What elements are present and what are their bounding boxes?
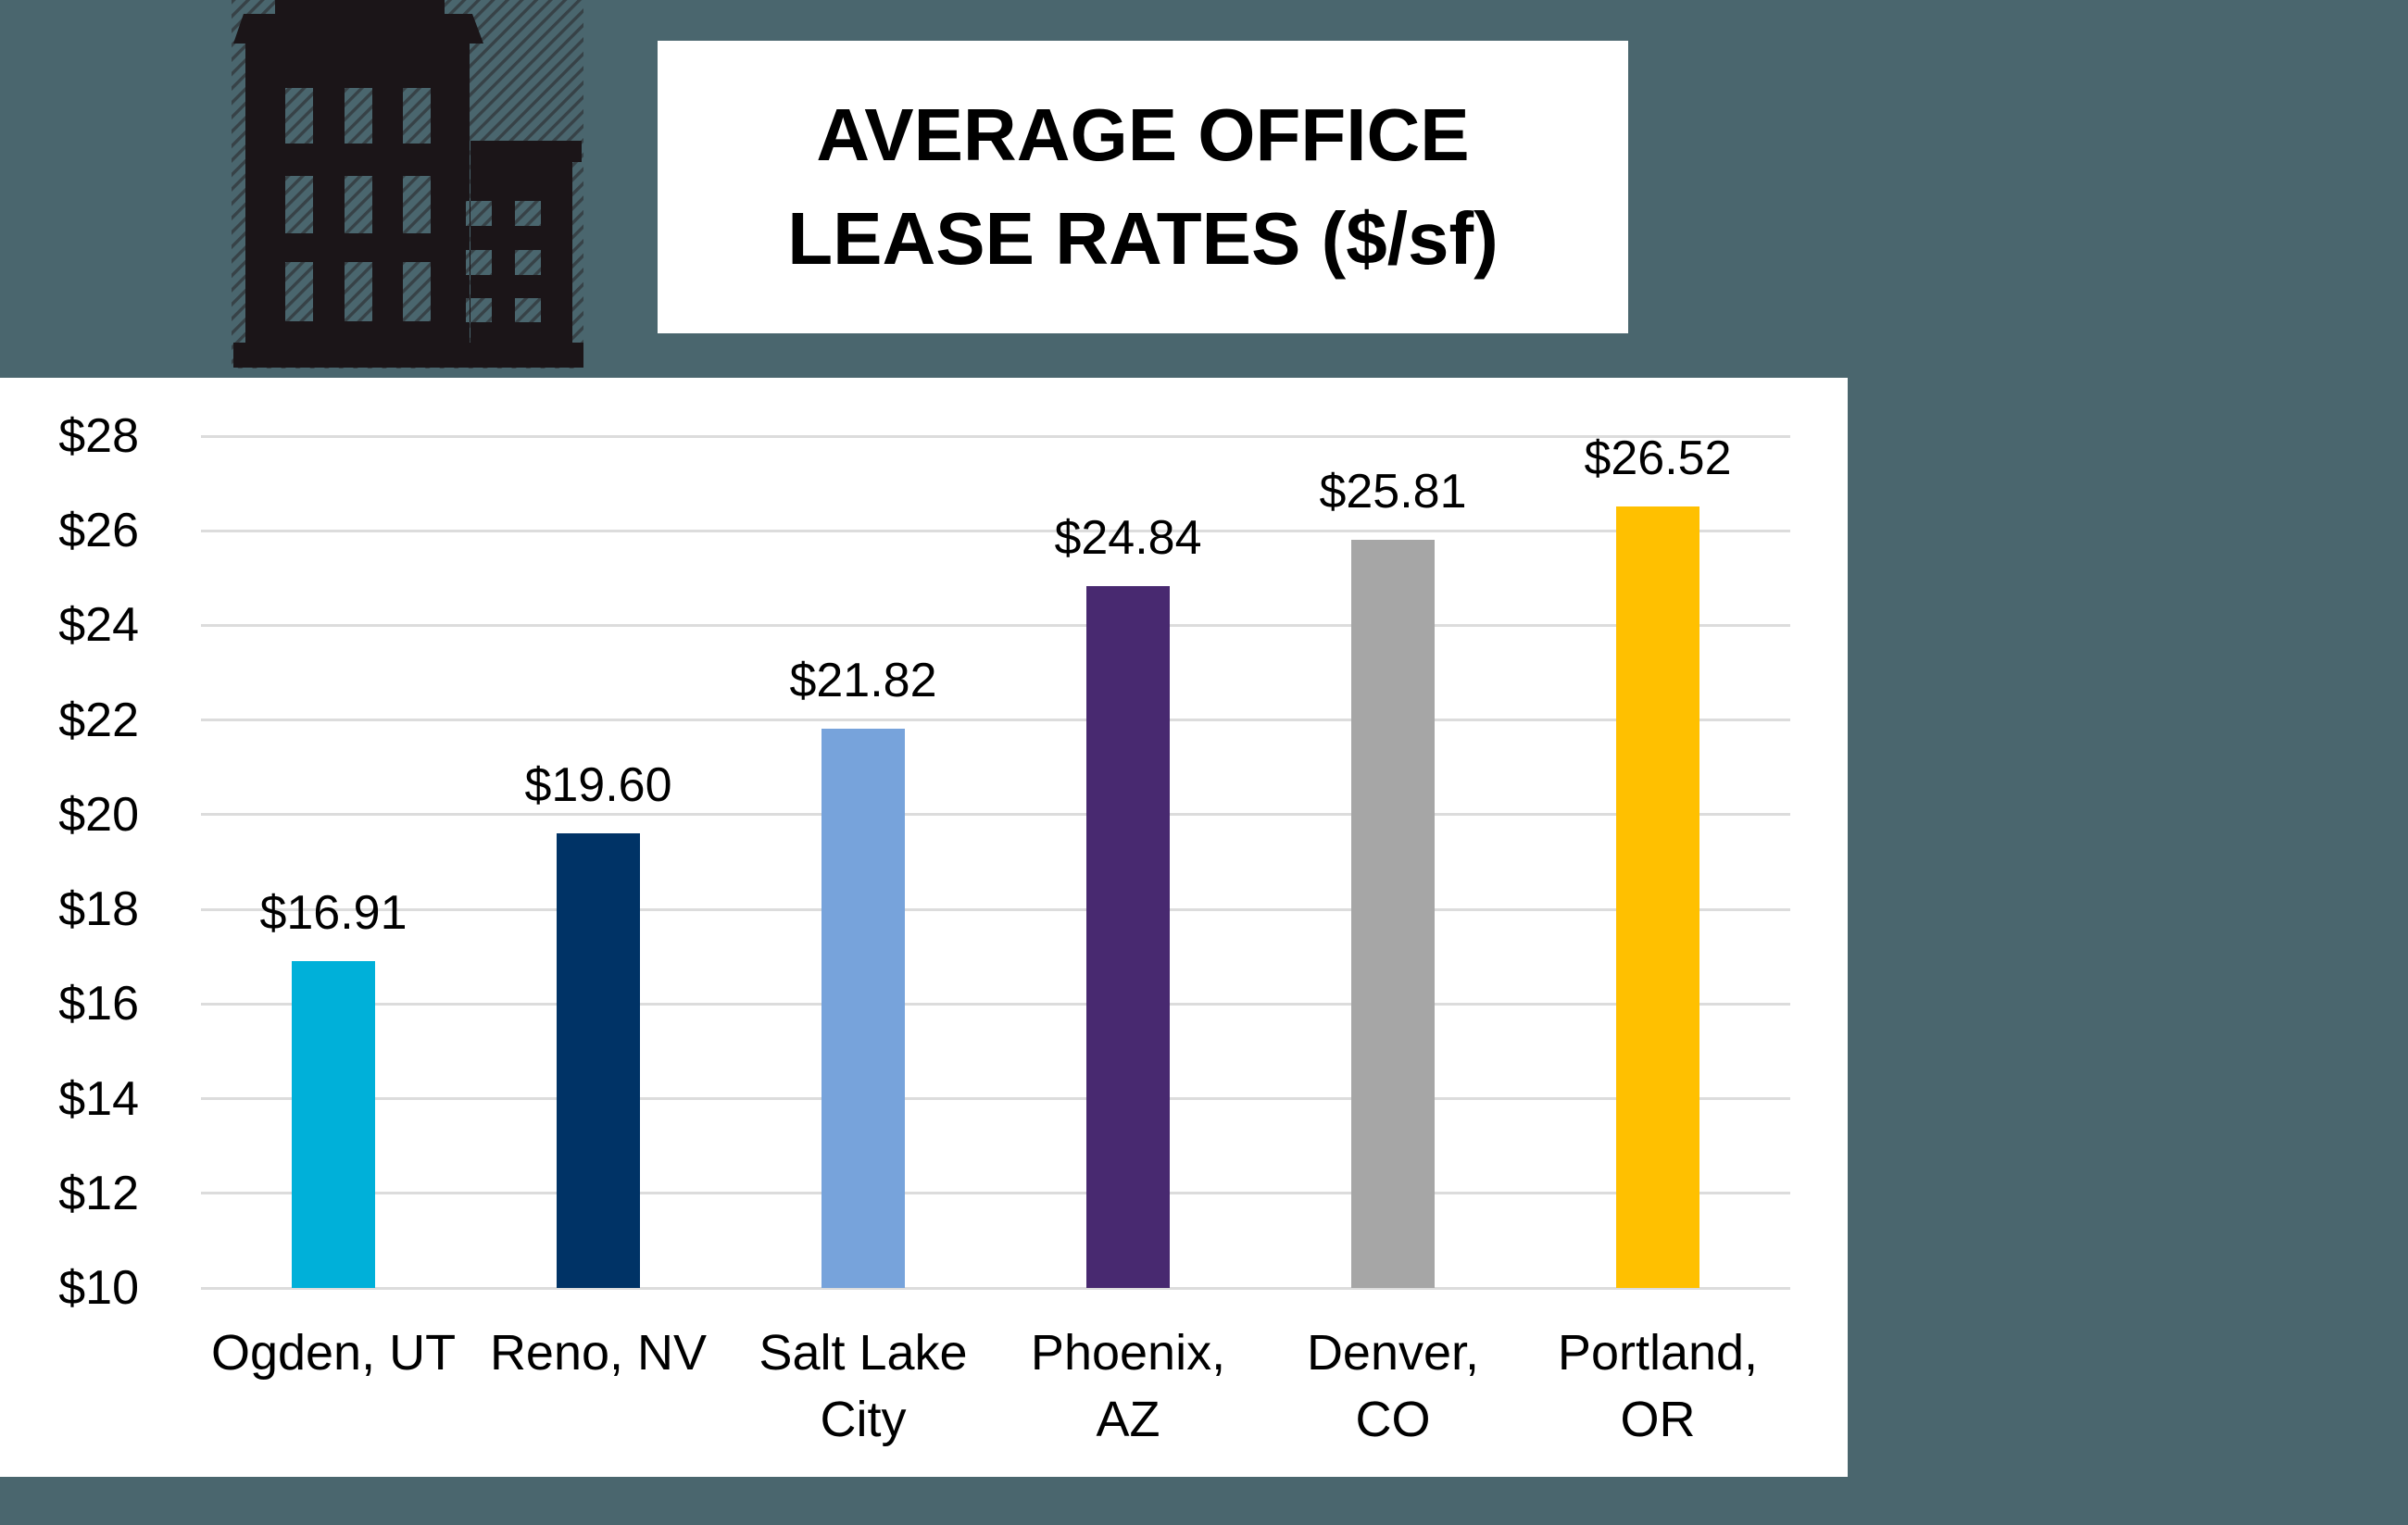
gridline xyxy=(201,1192,1790,1195)
x-axis-category-line: AZ xyxy=(1096,1392,1160,1447)
y-axis-tick-label: $20 xyxy=(58,787,139,842)
gridline xyxy=(201,623,1790,627)
y-axis-tick-label: $12 xyxy=(58,1166,139,1220)
x-axis-category-label: Ogden, UT xyxy=(194,1319,472,1386)
y-axis-tick-label: $10 xyxy=(58,1261,139,1315)
gridline xyxy=(201,813,1790,817)
bar-salt-lake-city xyxy=(821,728,905,1288)
x-axis-category-label: Reno, NV xyxy=(459,1319,737,1386)
bar-denver-co xyxy=(1351,539,1435,1288)
y-axis-tick-label: $26 xyxy=(58,504,139,558)
gridline xyxy=(201,1002,1790,1006)
y-axis-tick-label: $28 xyxy=(58,409,139,463)
gridline xyxy=(201,1286,1790,1290)
x-axis-category-line: Phoenix, xyxy=(1030,1325,1226,1381)
gridline xyxy=(201,907,1790,911)
gridline xyxy=(201,434,1790,438)
gridline xyxy=(201,719,1790,722)
x-axis-category-line: Ogden, UT xyxy=(210,1325,457,1381)
bar-value-label: $21.82 xyxy=(789,653,937,707)
x-axis-category-label: Phoenix, AZ xyxy=(989,1319,1267,1453)
chart-title-line-1: AVERAGE OFFICE xyxy=(816,94,1470,176)
x-axis-category-label: Denver, CO xyxy=(1254,1319,1532,1453)
bar-reno-nv xyxy=(557,833,640,1288)
gridline xyxy=(201,1097,1790,1101)
office-building-icon xyxy=(232,0,585,369)
office-building-icon-svg xyxy=(232,0,583,369)
building-silhouette xyxy=(233,0,583,368)
x-axis-category-line: Salt Lake xyxy=(759,1325,968,1381)
chart-panel: $10 $12 $14 $16 $18 $20 $22 $24 $26 $28 $16.91 Ogde… xyxy=(0,378,1848,1477)
bar-value-label: $25.81 xyxy=(1319,464,1467,519)
y-axis-tick-label: $16 xyxy=(58,977,139,1031)
gridline xyxy=(201,529,1790,532)
y-axis-tick-label: $24 xyxy=(58,598,139,653)
x-axis-category-line: Portland, xyxy=(1557,1325,1759,1381)
bar-value-label: $16.91 xyxy=(259,885,408,940)
x-axis-category-line: OR xyxy=(1620,1392,1696,1447)
bar-phoenix-az xyxy=(1086,585,1170,1288)
bar-portland-or xyxy=(1616,506,1699,1288)
x-axis-category-label: Salt Lake City xyxy=(724,1319,1002,1453)
y-axis-tick-label: $22 xyxy=(58,693,139,747)
x-axis-category-label: Portland, OR xyxy=(1519,1319,1797,1453)
bar-value-label: $24.84 xyxy=(1054,510,1202,565)
bar-value-label: $26.52 xyxy=(1584,431,1732,485)
x-axis-category-line: City xyxy=(820,1392,907,1447)
x-axis-category-line: Denver, xyxy=(1306,1325,1480,1381)
y-axis-tick-label: $14 xyxy=(58,1071,139,1126)
y-axis-tick-label: $18 xyxy=(58,882,139,937)
x-axis-category-line: Reno, NV xyxy=(489,1325,708,1381)
bar-value-label: $19.60 xyxy=(524,758,672,813)
x-axis-category-line: CO xyxy=(1355,1392,1431,1447)
chart-title-line-2: LEASE RATES ($/sf) xyxy=(787,197,1499,280)
chart-title-card: AVERAGE OFFICE LEASE RATES ($/sf) xyxy=(658,41,1628,333)
bar-ogden-ut xyxy=(292,960,375,1288)
